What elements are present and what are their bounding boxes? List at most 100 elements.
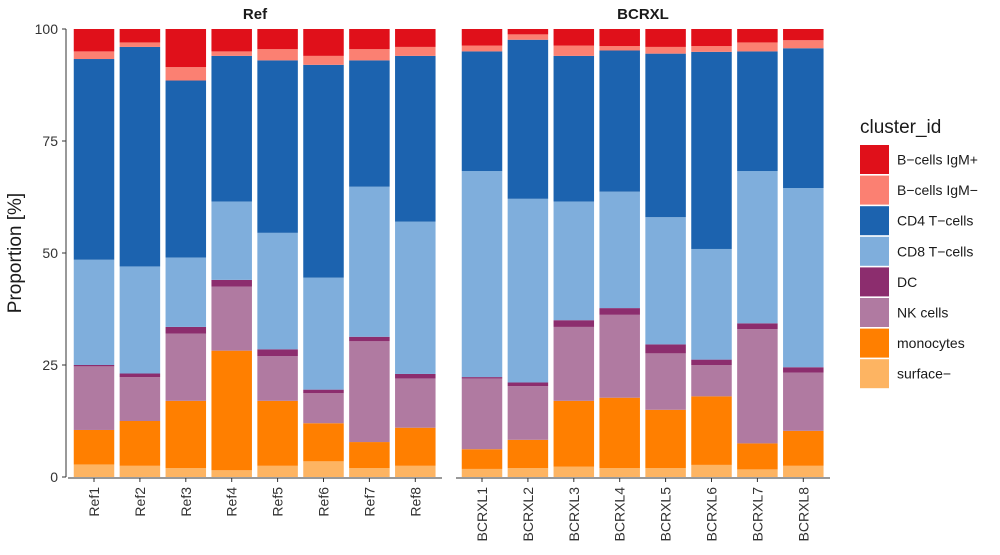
bar-segment-ref3-6 — [165, 67, 207, 81]
bar-segment-bcrxl5-5 — [645, 53, 686, 218]
bar-segment-bcrxl4-2 — [599, 314, 640, 398]
bar-segment-bcrxl5-2 — [645, 353, 686, 410]
bar-segment-bcrxl7-0 — [737, 469, 778, 477]
x-tick-label: Ref4 — [224, 487, 240, 517]
bar-segment-bcrxl1-1 — [461, 449, 503, 469]
bar-segment-ref4-3 — [211, 279, 252, 287]
bar-segment-bcrxl5-4 — [645, 217, 686, 345]
legend-label-2: CD4 T−cells — [897, 213, 973, 229]
bar-segment-ref7-3 — [349, 336, 390, 342]
x-tick-label: Ref6 — [316, 487, 332, 517]
bar-segment-ref2-5 — [119, 46, 161, 267]
bar-segment-ref4-5 — [211, 55, 252, 202]
bar-segment-bcrxl7-4 — [737, 171, 778, 324]
legend: cluster_id B−cells IgM+ B−cells IgM− CD4 T… — [860, 117, 978, 389]
bar-segment-bcrxl5-6 — [645, 46, 686, 54]
bar-segment-bcrxl1-7 — [461, 29, 503, 46]
facet-title: BCRXL — [617, 6, 669, 23]
bar-segment-bcrxl5-7 — [645, 29, 686, 47]
bar-segment-bcrxl2-0 — [507, 468, 549, 477]
bar-segment-bcrxl8-1 — [783, 430, 824, 466]
bar-ref6 — [303, 29, 344, 477]
x-tick-label: BCRXL5 — [658, 487, 674, 542]
bar-segment-ref7-6 — [349, 49, 390, 61]
legend-key-6 — [860, 328, 889, 358]
legend-label-4: DC — [897, 274, 917, 290]
bar-segment-bcrxl4-7 — [599, 29, 640, 47]
y-axis: 0 25 50 75 100 — [35, 21, 67, 485]
legend-key-1 — [860, 175, 889, 205]
bar-segment-ref6-2 — [303, 393, 344, 424]
bar-segment-bcrxl4-5 — [599, 50, 640, 192]
y-tick-label: 75 — [42, 133, 58, 149]
bar-segment-ref5-6 — [257, 49, 298, 61]
bar-segment-bcrxl2-3 — [507, 382, 549, 387]
bar-segment-ref8-5 — [395, 55, 436, 222]
bar-segment-ref4-7 — [211, 29, 252, 52]
legend-label-6: monocytes — [897, 335, 965, 351]
legend-key-2 — [860, 206, 889, 236]
bar-segment-ref4-6 — [211, 51, 252, 56]
bar-segment-bcrxl8-4 — [783, 188, 824, 368]
bar-bcrxl7 — [737, 29, 778, 477]
bar-segment-bcrxl1-6 — [461, 45, 503, 52]
bar-segment-bcrxl3-1 — [553, 400, 595, 467]
bar-segment-ref5-1 — [257, 400, 298, 466]
bar-segment-ref7-4 — [349, 186, 390, 337]
bar-segment-bcrxl7-2 — [737, 329, 778, 444]
bar-segment-ref1-7 — [73, 29, 115, 52]
x-tick-label: BCRXL8 — [795, 487, 811, 542]
bar-segment-bcrxl8-3 — [783, 367, 824, 373]
x-tick-label: Ref8 — [407, 487, 423, 517]
bar-segment-ref8-0 — [395, 465, 436, 477]
bar-ref2 — [119, 29, 161, 477]
bar-bcrxl4 — [599, 29, 640, 477]
y-tick-label: 50 — [42, 245, 58, 261]
bar-segment-bcrxl2-7 — [507, 29, 549, 35]
bar-segment-ref1-6 — [73, 51, 115, 60]
facet-panels: Ref Ref1 Ref2 Ref3 Ref4 Ref5 Ref6 Ref7 Ref8 BCRXL… — [68, 6, 830, 541]
bar-segment-bcrxl6-3 — [691, 359, 732, 365]
bar-segment-ref1-1 — [73, 429, 115, 465]
bar-segment-ref5-4 — [257, 232, 298, 350]
facet-panel-bcrxl: BCRXL BCRXL1 BCRXL2 BCRXL3 BCRXL4 BCRXL5 BCRXL… — [456, 6, 830, 541]
bar-segment-bcrxl1-5 — [461, 51, 503, 172]
bar-segment-bcrxl4-6 — [599, 46, 640, 51]
bar-segment-bcrxl4-1 — [599, 397, 640, 469]
bar-ref1 — [73, 29, 115, 477]
bar-segment-ref3-1 — [165, 400, 207, 469]
bar-segment-ref8-7 — [395, 29, 436, 47]
bar-bcrxl5 — [645, 29, 686, 477]
bar-segment-bcrxl3-3 — [553, 320, 595, 327]
bar-segment-bcrxl5-0 — [645, 468, 686, 477]
bar-segment-bcrxl8-5 — [783, 48, 824, 189]
legend-label-7: surface− — [897, 366, 951, 382]
bar-segment-ref1-4 — [73, 259, 115, 365]
legend-label-5: NK cells — [897, 305, 948, 321]
bar-segment-ref2-0 — [119, 465, 161, 477]
bar-segment-ref3-0 — [165, 468, 207, 477]
bar-segment-bcrxl8-2 — [783, 372, 824, 431]
bar-ref7 — [349, 29, 390, 477]
legend-label-1: B−cells IgM− — [897, 182, 978, 198]
bar-segment-ref3-3 — [165, 326, 207, 334]
bar-segment-bcrxl7-1 — [737, 443, 778, 470]
bar-segment-ref1-3 — [73, 365, 115, 367]
bar-segment-ref4-4 — [211, 201, 252, 280]
bar-segment-bcrxl8-7 — [783, 29, 824, 41]
legend-key-7 — [860, 359, 889, 389]
bar-segment-ref6-7 — [303, 29, 344, 56]
bar-segment-ref8-1 — [395, 427, 436, 466]
y-tick-label: 0 — [50, 469, 58, 485]
bar-segment-ref1-5 — [73, 59, 115, 260]
x-tick-label: Ref7 — [361, 487, 377, 517]
bar-segment-bcrxl1-2 — [461, 378, 503, 450]
bar-segment-ref3-2 — [165, 333, 207, 401]
bar-segment-ref8-3 — [395, 373, 436, 379]
bar-segment-bcrxl3-6 — [553, 45, 595, 56]
bar-segment-bcrxl2-5 — [507, 39, 549, 199]
bar-segment-ref6-5 — [303, 64, 344, 278]
facet-panel-ref: Ref Ref1 Ref2 Ref3 Ref4 Ref5 Ref6 Ref7 Ref8 — [68, 6, 442, 517]
bar-segment-ref4-2 — [211, 286, 252, 351]
bar-bcrxl8 — [783, 29, 824, 477]
